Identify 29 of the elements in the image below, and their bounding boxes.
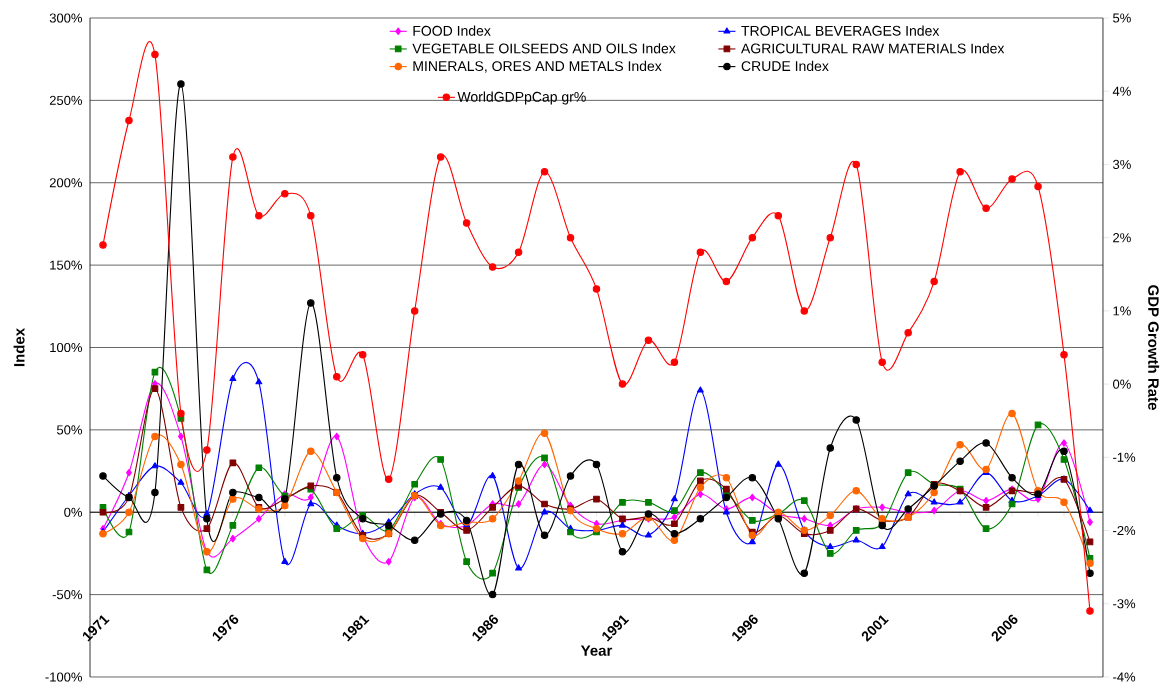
y2-tick-label: 3% xyxy=(1113,159,1131,170)
y-tick-label: -50% xyxy=(52,590,83,600)
legend-label: TROPICAL BEVERAGES Index xyxy=(741,25,940,36)
y2-tick-label: 1% xyxy=(1113,306,1131,316)
legend-label: WorldGDPpCap gr% xyxy=(457,91,586,105)
y-tick-label: 0% xyxy=(64,507,83,517)
y2-tick-label: -2% xyxy=(1113,525,1136,536)
legend-label: CRUDE Index xyxy=(741,60,829,72)
y-tick-label: 150% xyxy=(50,260,83,270)
legend-label: FOOD Index xyxy=(413,25,491,36)
y-tick-label: 250% xyxy=(49,95,83,105)
y2-tick-label: -3% xyxy=(1113,599,1136,609)
y-axis-title: Index xyxy=(13,328,25,367)
y2-tick-label: 5% xyxy=(1113,13,1131,23)
y2-tick-label: -4% xyxy=(1113,672,1136,682)
legend-label: AGRICULTURAL RAW MATERIALS Index xyxy=(741,43,1005,54)
legend-label: MINERALS, ORES AND METALS Index xyxy=(413,60,662,73)
y2-tick-label: 2% xyxy=(1113,233,1131,243)
y2-tick-label: -1% xyxy=(1113,452,1136,462)
y2-tick-label: 4% xyxy=(1112,86,1131,96)
legend-label: VEGETABLE OILSEEDS AND OILS Index xyxy=(412,43,676,54)
y-tick-label: 200% xyxy=(49,178,83,188)
x-axis-title: Year xyxy=(580,645,613,656)
y2-axis-title: GDP Growth Rate xyxy=(1148,285,1160,410)
y-tick-label: -100% xyxy=(45,672,83,682)
y-tick-label: 100% xyxy=(50,342,83,353)
y-tick-label: 300% xyxy=(49,13,83,23)
y-tick-label: 50% xyxy=(56,425,83,435)
y2-tick-label: 0% xyxy=(1113,379,1131,389)
